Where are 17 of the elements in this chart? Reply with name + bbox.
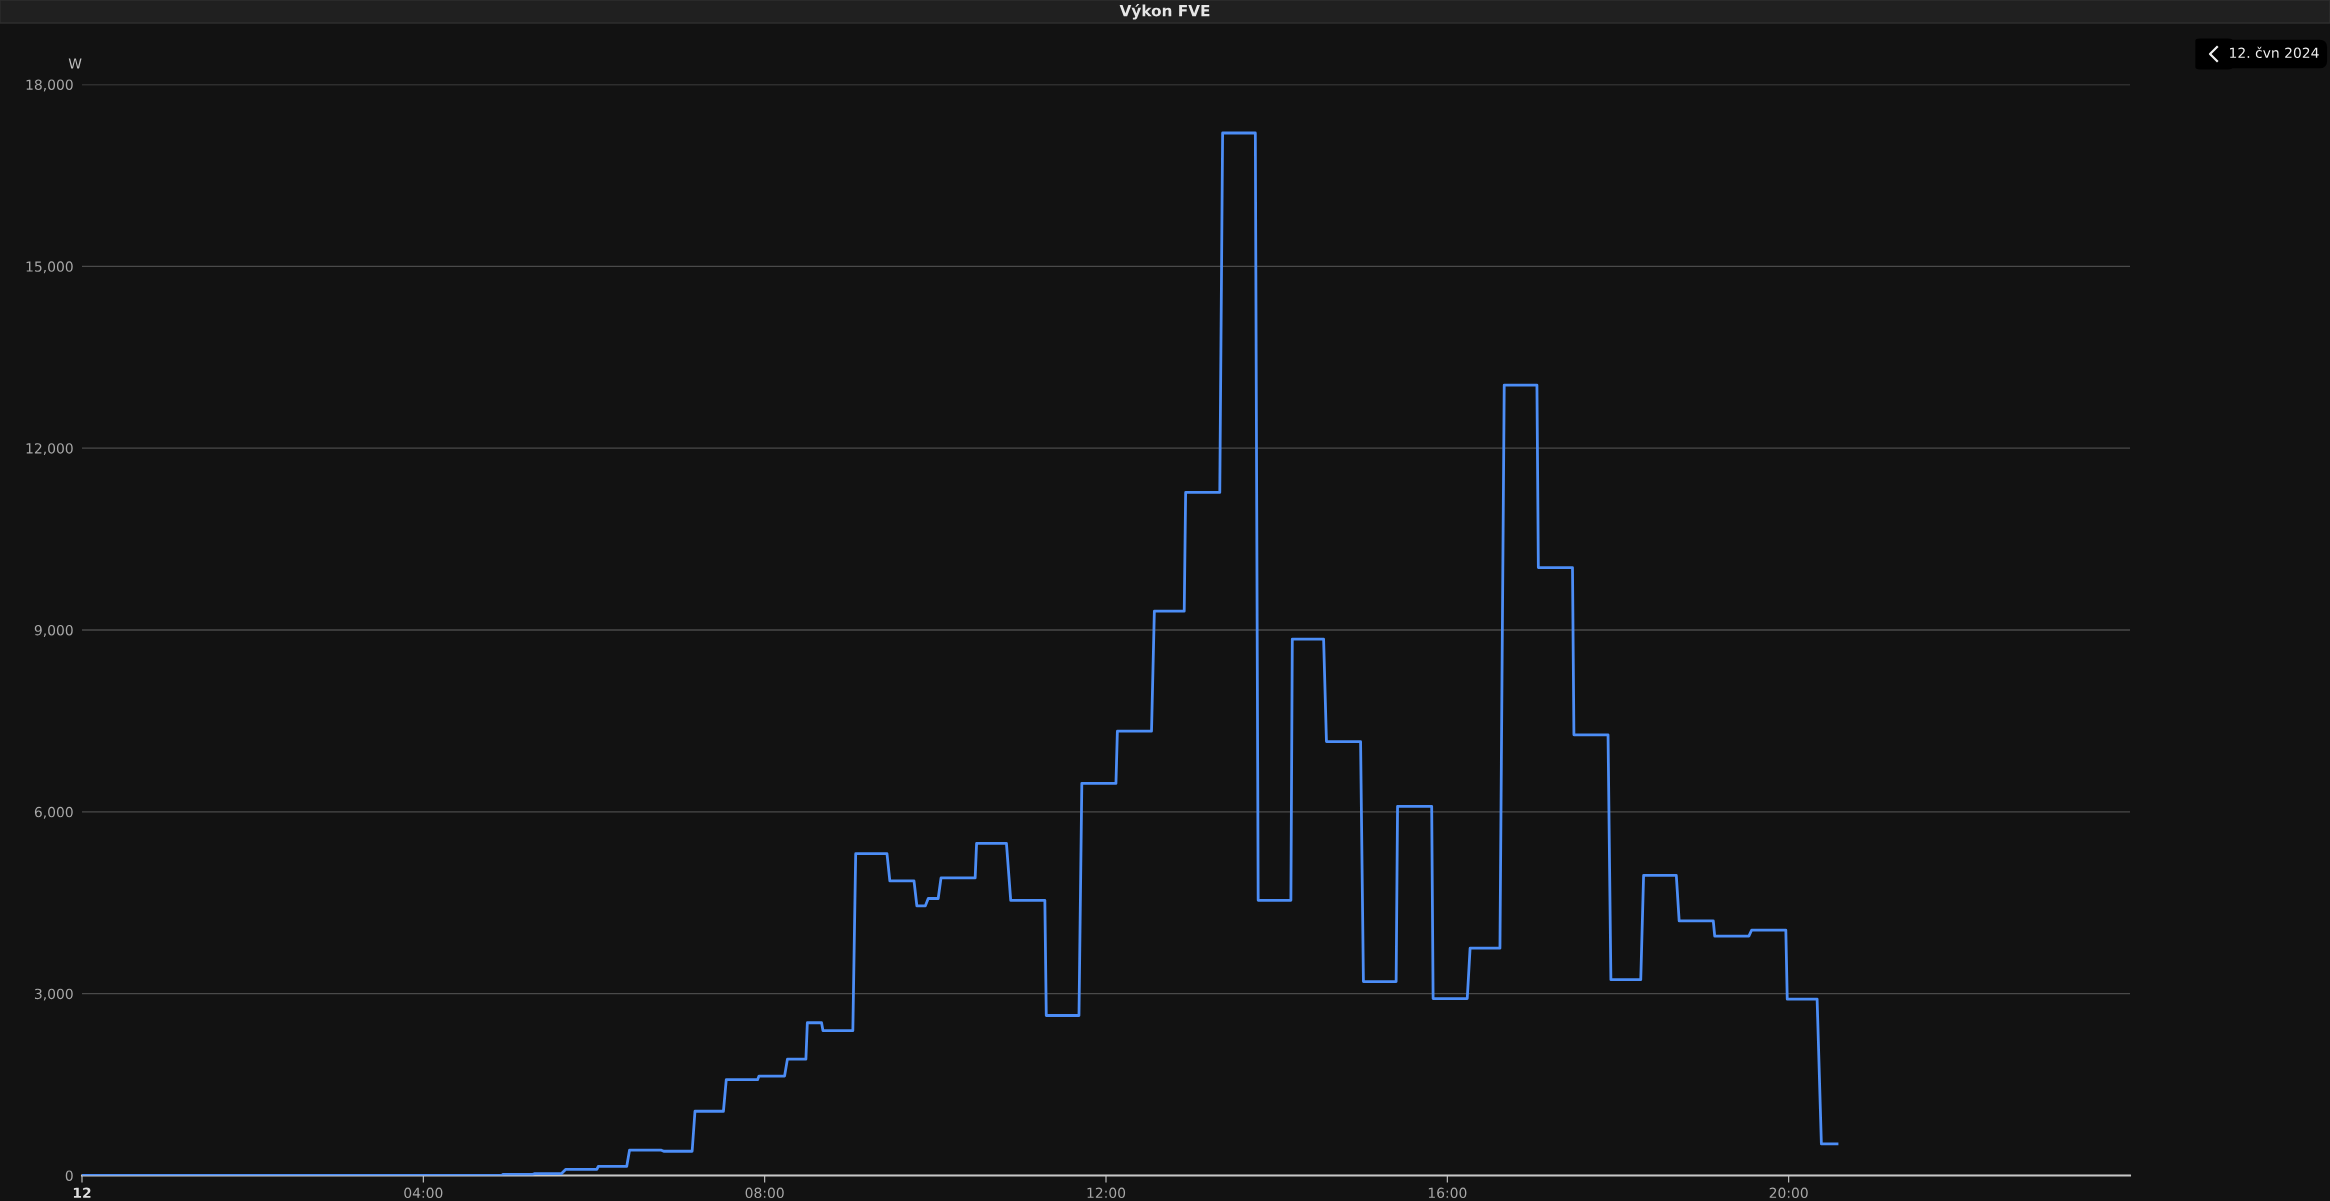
chart-title: Výkon FVE [1119, 4, 1210, 20]
x-tick-label: 12 [73, 1187, 91, 1198]
y-tick-label: 6,000 [34, 806, 73, 819]
x-tick-label: 08:00 [745, 1187, 784, 1199]
y-tick-label: 3,000 [34, 988, 73, 1001]
y-tick-label: 9,000 [34, 624, 73, 637]
y-tick-label: 18,000 [26, 79, 73, 92]
y-tick-label: 0 [65, 1170, 73, 1181]
x-tick-label: 12:00 [1087, 1187, 1126, 1199]
y-tick-label: 15,000 [26, 261, 73, 274]
y-axis-title: W [68, 58, 82, 69]
x-tick-label: 20:00 [1769, 1187, 1808, 1199]
x-tick-label: 04:00 [404, 1187, 443, 1199]
text: 12. čvn 2024 [2230, 46, 2319, 59]
line-series [82, 131, 1839, 1176]
y-tick-label: 12,000 [26, 443, 73, 456]
x-tick-label: 16:00 [1428, 1187, 1467, 1199]
